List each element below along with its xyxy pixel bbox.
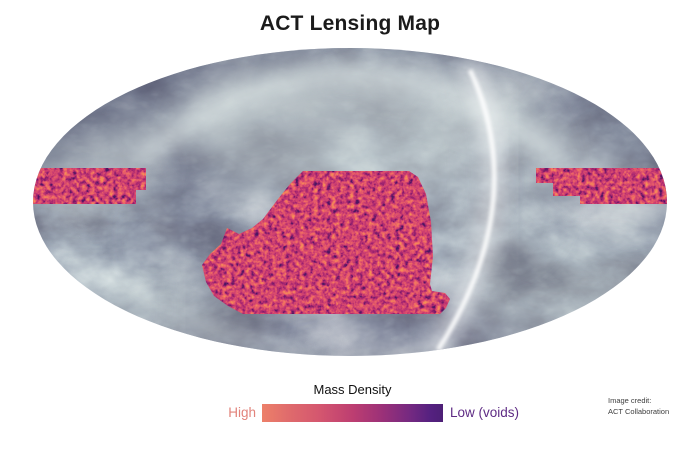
- colorbar-low-label: Low (voids): [450, 405, 520, 420]
- colorbar-title: Mass Density: [313, 382, 392, 397]
- image-credit-line2: ACT Collaboration: [608, 406, 670, 416]
- sky-map: [33, 48, 667, 356]
- act-survey-strip-left: [33, 168, 146, 204]
- figure-title: ACT Lensing Map: [259, 12, 441, 35]
- colorbar-gradient: [262, 404, 443, 422]
- colorbar-high-label: High: [228, 405, 256, 420]
- act-survey-strip-right: [536, 168, 667, 204]
- image-credit: Image credit: ACT Collaboration: [608, 396, 698, 417]
- sky-map-ellipse: [33, 48, 667, 356]
- act-survey-regions: [33, 168, 667, 314]
- image-credit-line1: Image credit:: [608, 396, 652, 405]
- act-survey-region-center: [202, 171, 450, 314]
